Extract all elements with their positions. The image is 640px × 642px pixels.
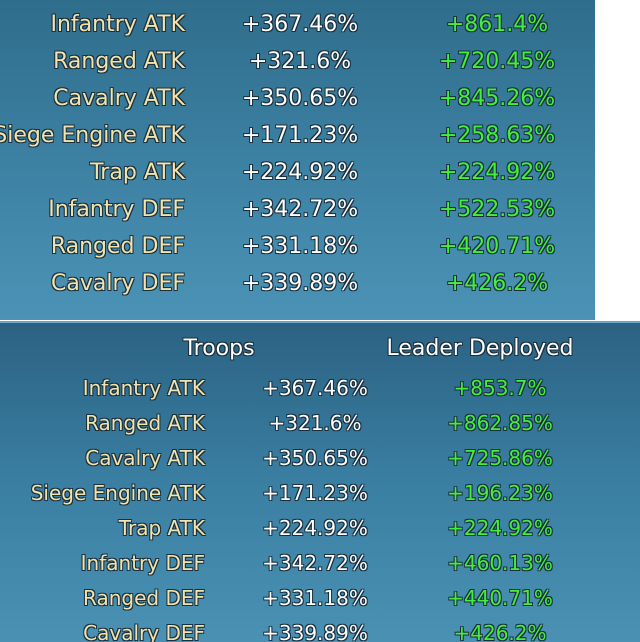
troops-value: +339.89% xyxy=(241,271,359,296)
stat-label: Infantry DEF xyxy=(80,551,205,575)
troops-value: +321.6% xyxy=(248,49,352,74)
stat-label: Ranged ATK xyxy=(53,49,185,74)
leader-value: +845.26% xyxy=(438,86,556,111)
stat-label: Trap ATK xyxy=(90,160,185,185)
stat-label: Ranged DEF xyxy=(83,586,205,610)
stat-label: Cavalry DEF xyxy=(50,271,185,296)
leader-value: +720.45% xyxy=(438,49,556,74)
leader-value: +420.71% xyxy=(438,234,556,259)
leader-value: +224.92% xyxy=(438,160,556,185)
leader-value: +862.85% xyxy=(447,411,553,435)
stat-label: Trap ATK xyxy=(118,516,205,540)
leader-value: +258.63% xyxy=(438,123,556,148)
troops-value: +224.92% xyxy=(241,160,359,185)
stat-label: Infantry DEF xyxy=(48,197,185,222)
troops-value: +342.72% xyxy=(262,551,368,575)
leader-value: +853.7% xyxy=(453,376,547,400)
leader-value: +460.13% xyxy=(447,551,553,575)
stat-label: Ranged DEF xyxy=(50,234,185,259)
troops-value: +171.23% xyxy=(262,481,368,505)
stat-label: Infantry ATK xyxy=(50,12,186,37)
troops-value: +224.92% xyxy=(262,516,368,540)
stat-label: Siege Engine ATK xyxy=(30,481,205,505)
stat-label: Siege Engine ATK xyxy=(0,123,185,148)
troops-value: +331.18% xyxy=(241,234,359,259)
troops-value: +331.18% xyxy=(262,586,368,610)
leader-value: +522.53% xyxy=(438,197,556,222)
stats-panel-top: Infantry ATK +367.46% +861.4% Ranged ATK +32… xyxy=(0,0,595,320)
leader-value: +861.4% xyxy=(445,12,549,37)
troops-value: +350.65% xyxy=(241,86,359,111)
leader-value: +440.71% xyxy=(447,586,553,610)
stat-label: Infantry ATK xyxy=(82,376,205,400)
stats-panel-bottom: Troops Leader Deployed Infantry ATK +367.… xyxy=(0,321,640,642)
column-header: Leader Deployed xyxy=(386,336,574,361)
leader-value: +426.2% xyxy=(453,621,547,642)
stat-label: Cavalry ATK xyxy=(53,86,185,111)
column-header: Troops xyxy=(183,336,255,361)
stat-label: Ranged ATK xyxy=(85,411,205,435)
leader-value: +426.2% xyxy=(445,271,549,296)
troops-value: +342.72% xyxy=(241,197,359,222)
stat-label: Cavalry DEF xyxy=(83,621,205,642)
troops-value: +350.65% xyxy=(262,446,368,470)
stat-label: Cavalry ATK xyxy=(85,446,205,470)
troops-value: +321.6% xyxy=(268,411,362,435)
leader-value: +196.23% xyxy=(447,481,553,505)
troops-value: +171.23% xyxy=(241,123,359,148)
troops-value: +367.46% xyxy=(262,376,368,400)
leader-value: +224.92% xyxy=(447,516,553,540)
troops-value: +339.89% xyxy=(262,621,368,642)
troops-value: +367.46% xyxy=(241,12,359,37)
leader-value: +725.86% xyxy=(447,446,553,470)
